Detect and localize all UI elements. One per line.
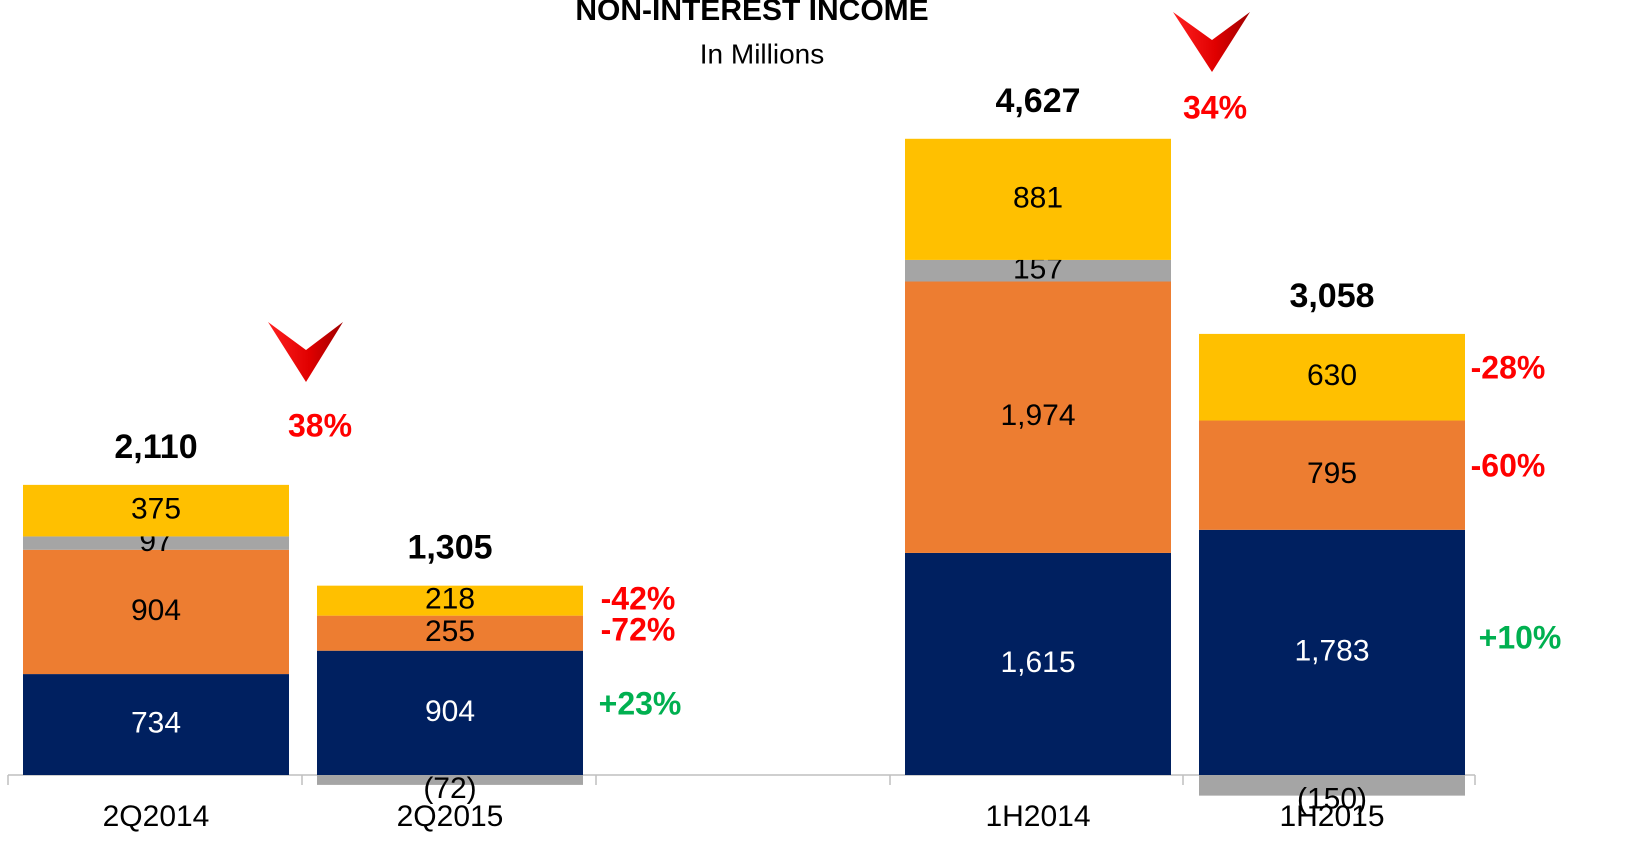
down-arrow xyxy=(268,322,343,382)
bar-segment xyxy=(23,536,289,550)
bar-segment xyxy=(905,552,1171,775)
change-annotation: -28% xyxy=(1471,349,1546,385)
change-annotation: -42% xyxy=(601,580,676,616)
total-label: 1,305 xyxy=(407,529,492,567)
x-tick-label: 2Q2014 xyxy=(103,800,210,833)
total-label: 3,058 xyxy=(1289,277,1374,315)
data-label: 1,615 xyxy=(1000,646,1075,679)
change-annotation: -72% xyxy=(601,611,676,647)
data-label: 734 xyxy=(131,706,181,739)
data-label: 1,974 xyxy=(1000,399,1075,432)
change-annotation: 38% xyxy=(288,407,352,443)
data-label: 881 xyxy=(1013,181,1063,214)
bar-segment xyxy=(1199,333,1465,421)
bar-segment xyxy=(1199,775,1465,796)
bar-segment xyxy=(317,615,583,651)
bar-segment xyxy=(905,281,1171,553)
bar-segment xyxy=(905,259,1171,282)
data-label: (72) xyxy=(423,772,476,805)
data-label: 255 xyxy=(425,615,475,648)
change-annotation: -60% xyxy=(1471,447,1546,483)
chart-subtitle: In Millions xyxy=(700,38,824,69)
data-label: 375 xyxy=(131,493,181,526)
data-label: 630 xyxy=(1307,359,1357,392)
x-tick-label: 2Q2015 xyxy=(397,800,504,833)
data-label: 904 xyxy=(131,594,181,627)
bar-segment xyxy=(317,775,583,785)
change-annotation: 34% xyxy=(1183,89,1247,125)
change-annotation: +10% xyxy=(1479,619,1562,655)
x-tick-label: 1H2014 xyxy=(985,800,1090,833)
change-annotation: +23% xyxy=(599,685,682,721)
bar-segment xyxy=(1199,420,1465,530)
bar-segment xyxy=(23,484,289,537)
bar-segment xyxy=(317,585,583,616)
bar-segment xyxy=(23,549,289,675)
chart-title: NON-INTEREST INCOME xyxy=(575,0,928,27)
bar-segment xyxy=(23,674,289,775)
x-tick-label: 1H2015 xyxy=(1279,800,1384,833)
bar-segment xyxy=(317,650,583,775)
data-label: 904 xyxy=(425,695,475,728)
total-label: 2,110 xyxy=(114,428,197,466)
data-label: (150) xyxy=(1297,783,1367,816)
bar-segment xyxy=(1199,529,1465,775)
data-label: 218 xyxy=(425,583,475,616)
total-label: 4,627 xyxy=(995,82,1080,120)
data-label: 1,783 xyxy=(1294,634,1369,667)
down-arrow xyxy=(1173,12,1250,72)
bar-segment xyxy=(905,138,1171,260)
data-label: 795 xyxy=(1307,457,1357,490)
